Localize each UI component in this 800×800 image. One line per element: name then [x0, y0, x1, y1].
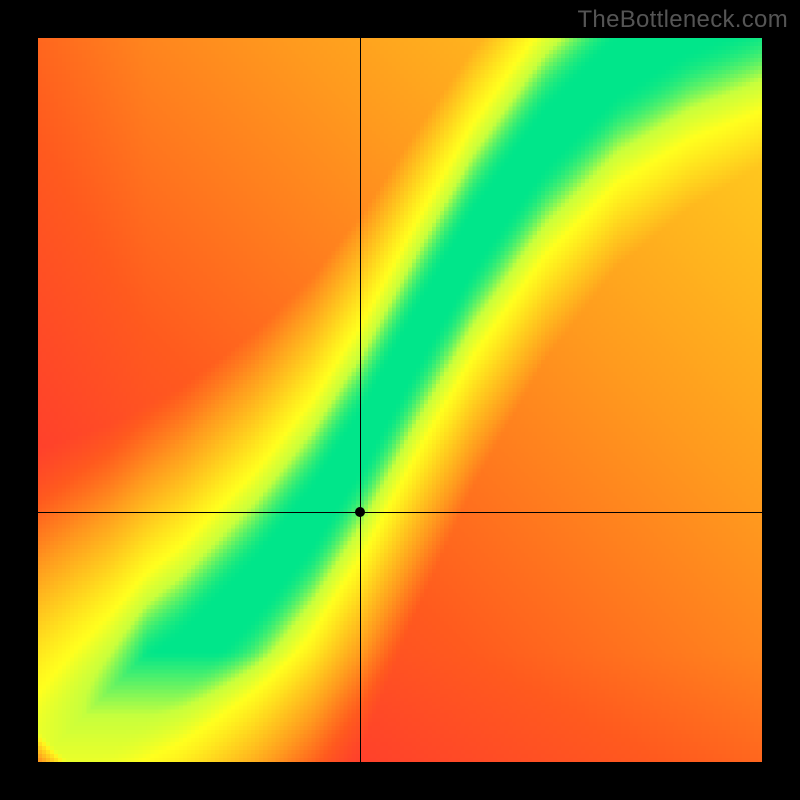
heatmap-plot-area: [38, 38, 762, 762]
watermark-text: TheBottleneck.com: [577, 6, 788, 34]
crosshair-point: [355, 507, 365, 517]
crosshair-horizontal: [38, 512, 762, 513]
crosshair-vertical: [360, 38, 361, 762]
heatmap-canvas: [38, 38, 762, 762]
